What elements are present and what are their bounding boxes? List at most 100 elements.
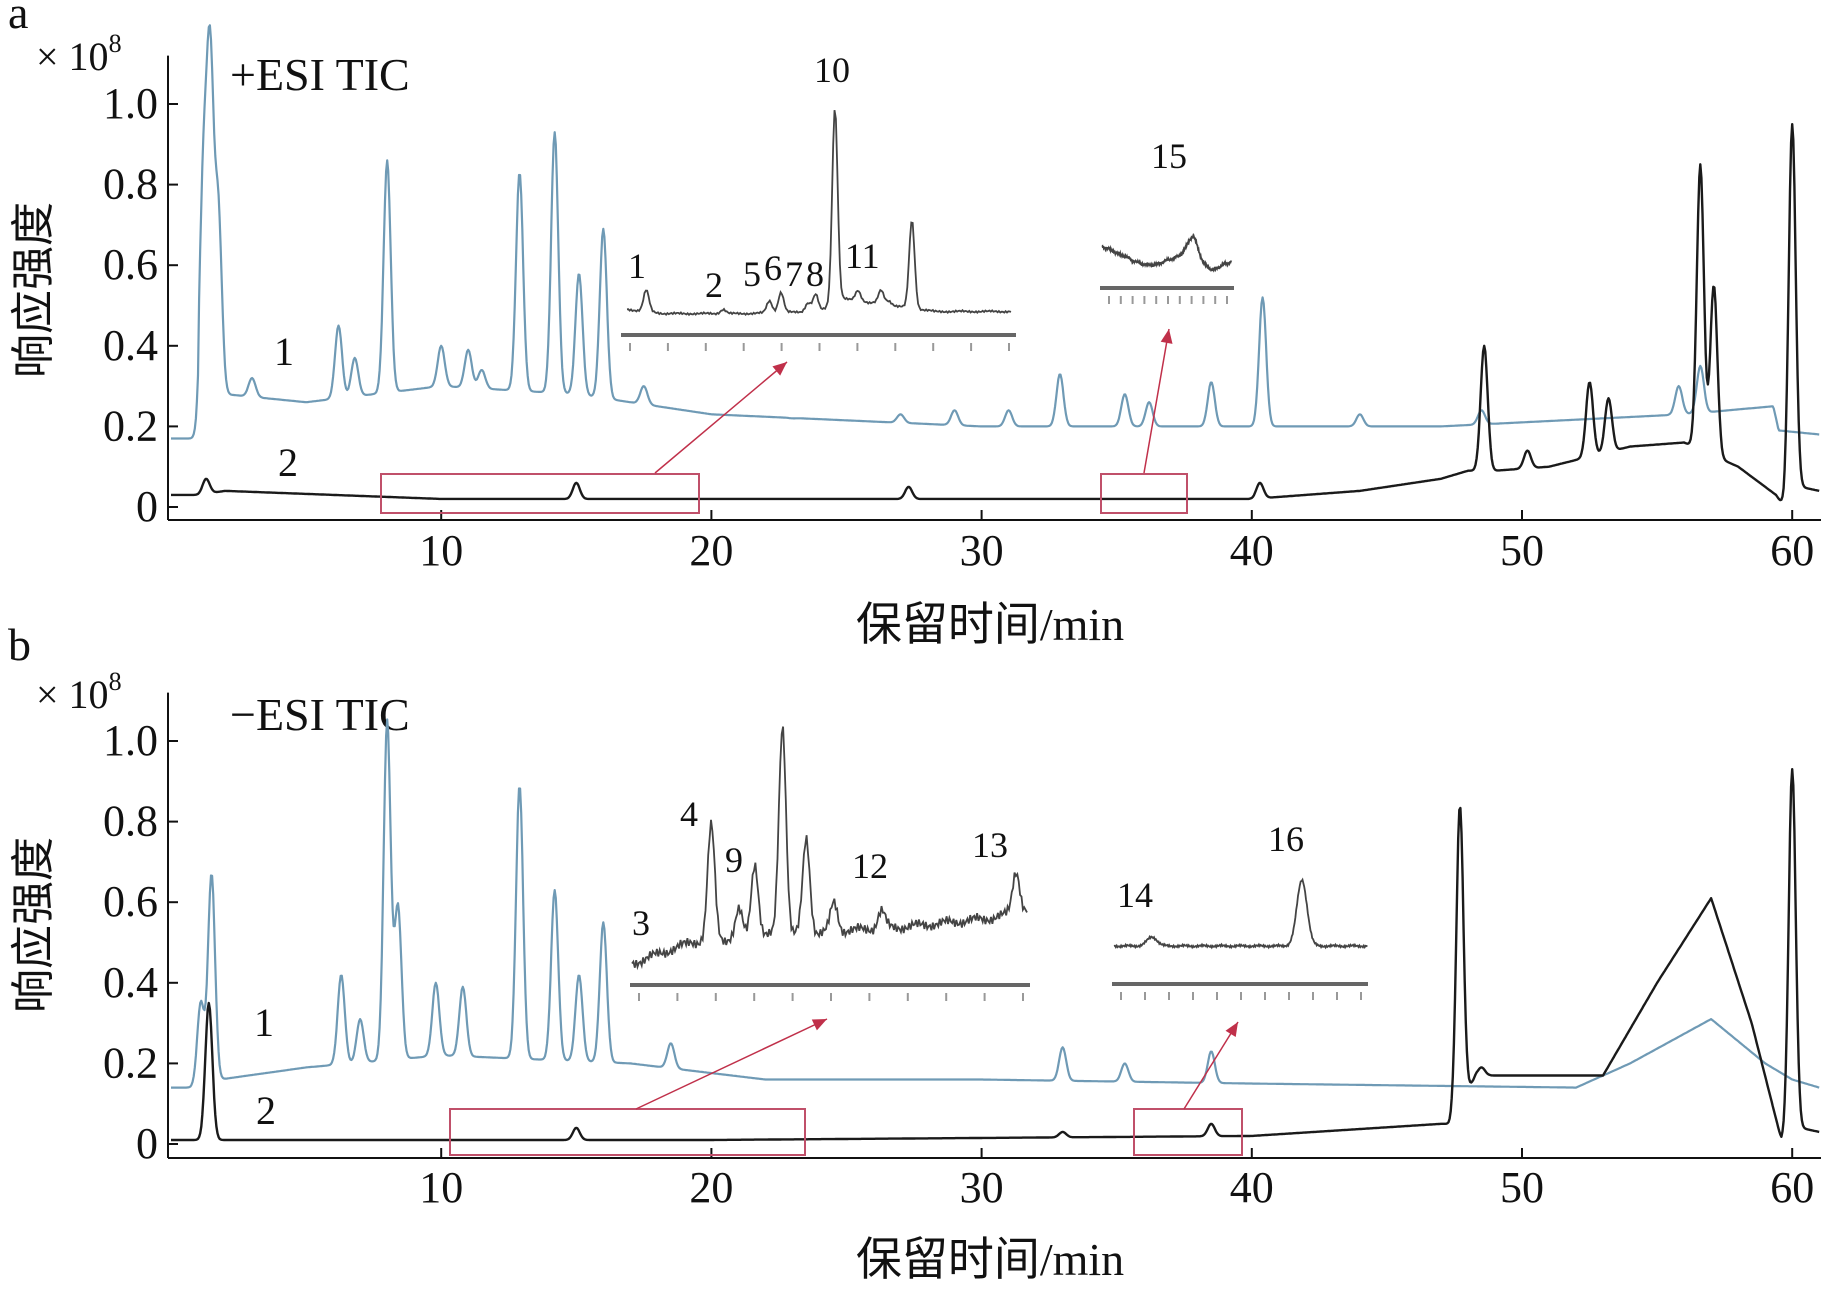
inset-tick-mark bbox=[676, 993, 679, 1001]
y-multiplier: × 108 bbox=[36, 29, 122, 79]
inset-tick-mark bbox=[1360, 992, 1362, 1000]
inset-tick-mark bbox=[629, 343, 631, 351]
inset-tick-mark bbox=[1190, 296, 1193, 304]
inset-tick-mark bbox=[1008, 343, 1010, 351]
y-tick-label: 0 bbox=[136, 482, 158, 531]
inset-tick-mark bbox=[856, 343, 859, 351]
inset-tick-mark bbox=[1240, 992, 1242, 1000]
inset-tick-mark bbox=[704, 343, 707, 351]
panel-letter-a: a bbox=[8, 0, 28, 38]
zoom-arrow-line bbox=[635, 1018, 828, 1110]
x-tick-label: 50 bbox=[1500, 526, 1544, 575]
inset-tick-mark bbox=[970, 343, 973, 351]
x-tick-label: 50 bbox=[1500, 1163, 1544, 1212]
inset-tick-mark bbox=[1226, 296, 1228, 304]
inset-axis-bar bbox=[1100, 286, 1234, 290]
x-axis-label: 保留时间/min bbox=[856, 599, 1124, 650]
inset-tick-mark bbox=[1264, 992, 1266, 1000]
series-2-line bbox=[170, 123, 1820, 502]
peak-label-13: 13 bbox=[972, 825, 1008, 865]
inset-tick-mark bbox=[742, 343, 745, 351]
inset-tick-mark bbox=[1120, 992, 1122, 1000]
y-tick-label: 0.2 bbox=[103, 1038, 158, 1087]
inset-tick-mark bbox=[1022, 993, 1024, 1001]
y-tick-label: 0.8 bbox=[103, 160, 158, 209]
inset-tick-mark bbox=[1192, 992, 1194, 1000]
series-label-2: 2 bbox=[256, 1088, 276, 1133]
inset-tick-mark bbox=[894, 343, 897, 351]
inset-trace bbox=[631, 726, 1028, 971]
inset-tick-mark bbox=[638, 993, 640, 1001]
chart-title: +ESI TIC bbox=[230, 49, 410, 100]
series-2-line bbox=[170, 768, 1820, 1142]
arrow-head-icon bbox=[811, 1019, 827, 1031]
x-tick-label: 20 bbox=[689, 526, 733, 575]
y-tick-label: 0.8 bbox=[103, 797, 158, 846]
series-label-1: 1 bbox=[254, 1000, 274, 1045]
peak-label-3: 3 bbox=[632, 903, 650, 943]
peak-label-10: 10 bbox=[814, 50, 850, 90]
inset-tick-mark bbox=[906, 993, 909, 1001]
arrow-head-icon bbox=[1225, 1022, 1238, 1038]
peak-label-1: 1 bbox=[628, 246, 646, 286]
zoom-arrow-line bbox=[1183, 1021, 1239, 1110]
y-axis-label: 响应强度 bbox=[8, 837, 59, 1013]
y-tick-label: 0.4 bbox=[103, 958, 158, 1007]
peak-label-11: 11 bbox=[845, 236, 880, 276]
y-multiplier: × 108 bbox=[36, 667, 122, 717]
zoom-arrow-line bbox=[654, 361, 788, 474]
highlight-box bbox=[1100, 473, 1188, 514]
inset-tick-mark bbox=[780, 343, 783, 351]
peak-label-5: 5 bbox=[743, 254, 761, 294]
inset-tick-mark bbox=[818, 343, 821, 351]
x-tick-label: 40 bbox=[1230, 1163, 1274, 1212]
inset-axis-bar bbox=[1112, 982, 1368, 986]
inset-tick-mark bbox=[830, 993, 832, 1001]
inset-tick-mark bbox=[1336, 992, 1338, 1000]
x-tick-label: 40 bbox=[1230, 526, 1274, 575]
inset-tick-mark bbox=[714, 993, 717, 1001]
y-tick-label: 1.0 bbox=[103, 79, 158, 128]
inset-tick-mark bbox=[1143, 296, 1146, 304]
arrow-head-icon bbox=[772, 362, 787, 376]
inset-tick-mark bbox=[1131, 296, 1134, 304]
inset-tick-mark bbox=[1144, 992, 1146, 1000]
inset-tick-mark bbox=[1214, 296, 1217, 304]
x-axis-label: 保留时间/min bbox=[856, 1234, 1124, 1285]
inset-tick-mark bbox=[1155, 296, 1158, 304]
x-tick-label: 30 bbox=[960, 1163, 1004, 1212]
inset-tick-mark bbox=[753, 993, 756, 1001]
x-tick-label: 10 bbox=[419, 526, 463, 575]
highlight-box bbox=[1133, 1108, 1243, 1156]
peak-label-8: 8 bbox=[806, 254, 824, 294]
panel-a: a × 108 +ESI TIC 响应强度 保留时间/min 1 2 0 0.2 0… bbox=[8, 0, 1821, 650]
inset-trace bbox=[1113, 877, 1368, 950]
inset-tick-mark bbox=[1119, 296, 1122, 304]
peak-label-4: 4 bbox=[680, 794, 698, 834]
y-tick-label: 0.6 bbox=[103, 240, 158, 289]
series-label-2: 2 bbox=[278, 440, 298, 485]
y-tick-label: 0.4 bbox=[103, 321, 158, 370]
y-tick-label: 1.0 bbox=[103, 716, 158, 765]
x-tick-label: 60 bbox=[1770, 1163, 1814, 1212]
y-tick-label: 0.2 bbox=[103, 401, 158, 450]
x-tick-label: 60 bbox=[1770, 526, 1814, 575]
x-tick-label: 10 bbox=[419, 1163, 463, 1212]
inset-tick-mark bbox=[868, 993, 871, 1001]
peak-label-12: 12 bbox=[852, 846, 888, 886]
series-1-line bbox=[171, 718, 1820, 1089]
panel-letter-b: b bbox=[8, 619, 31, 670]
arrow-head-icon bbox=[1160, 329, 1173, 344]
zoom-arrow-line bbox=[1143, 328, 1170, 474]
peak-label-6: 6 bbox=[764, 248, 782, 288]
highlight-box bbox=[449, 1108, 806, 1156]
inset-tick-mark bbox=[932, 343, 935, 351]
x-tick-label: 20 bbox=[689, 1163, 733, 1212]
x-tick-label: 30 bbox=[960, 526, 1004, 575]
inset-tick-mark bbox=[945, 993, 948, 1001]
inset-trace bbox=[1101, 232, 1233, 273]
series-label-1: 1 bbox=[274, 329, 294, 374]
peak-label-9: 9 bbox=[725, 840, 743, 880]
inset-tick-mark bbox=[1202, 296, 1205, 304]
